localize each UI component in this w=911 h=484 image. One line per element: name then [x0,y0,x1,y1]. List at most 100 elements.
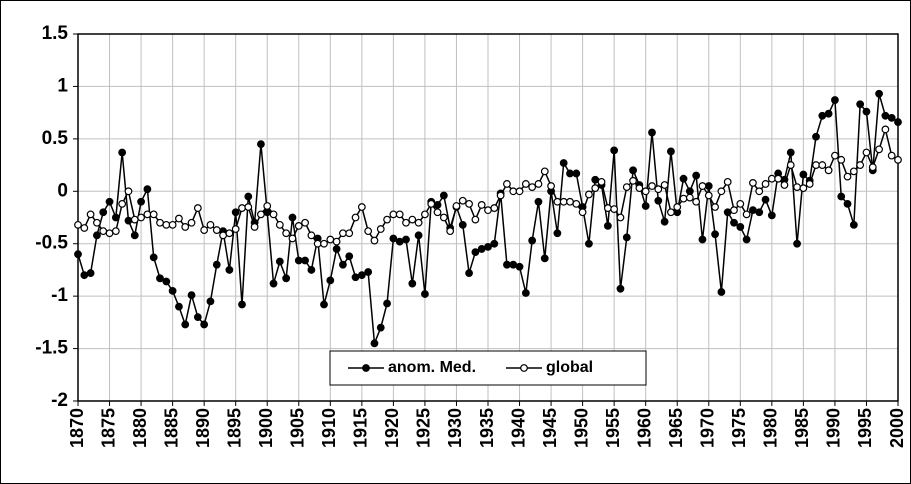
data-point [225,266,234,274]
data-point [837,192,846,201]
data-point [193,204,202,212]
data-point [540,254,549,263]
data-point [332,245,341,253]
data-point [553,197,562,206]
data-point [559,197,568,206]
x-tick-label: 1960 [634,408,654,448]
data-point [692,171,701,180]
x-tick-label: 1995 [855,408,875,448]
data-point [181,223,190,231]
data-point [370,236,379,245]
data-point [219,231,227,240]
data-point [111,213,120,222]
data-point [774,174,783,183]
data-point [679,194,688,203]
data-point [288,213,297,222]
x-tick-label: 1930 [445,408,465,448]
data-point [307,266,316,274]
data-point [465,199,473,208]
data-point [402,235,410,244]
data-point [761,195,770,204]
data-point [559,159,568,167]
data-point [490,204,499,212]
data-point [610,205,619,214]
data-point [572,169,581,178]
data-point [301,256,309,265]
data-point [332,237,341,246]
data-point [730,218,738,227]
data-point [868,163,877,172]
data-point [641,202,650,210]
data-point [824,109,833,118]
data-point [572,199,581,208]
data-point [881,125,890,134]
data-point [389,210,398,219]
data-point [610,146,619,155]
data-point [452,202,461,210]
x-tick-label: 1950 [571,408,591,448]
data-point [654,185,663,194]
data-point [805,180,814,188]
data-point [862,107,871,116]
data-point [603,221,612,230]
data-point [843,172,852,181]
plot-border [77,33,899,402]
data-point [667,147,675,156]
data-point [320,239,328,248]
data-point [238,204,246,212]
data-point [149,253,158,262]
data-point [433,201,442,209]
data-point [875,89,883,98]
data-point [118,199,127,208]
legend-marker [362,364,370,372]
data-point [74,220,82,229]
data-point [477,201,486,209]
data-point [566,169,574,178]
data-point [187,291,196,299]
data-point [837,155,846,164]
data-point [162,220,171,229]
data-point [458,196,467,205]
data-point [143,210,152,219]
data-point [339,229,347,238]
data-point [711,230,719,239]
data-point [591,184,600,193]
data-point [692,197,701,206]
data-point [156,218,164,227]
data-point [212,260,221,269]
data-point [509,260,518,269]
data-point [364,268,373,276]
data-point [175,302,183,311]
data-point [521,289,530,297]
data-point [187,218,196,227]
data-point [269,279,278,288]
data-point [288,234,297,243]
data-point [515,262,524,271]
data-point [509,187,518,196]
data-point [168,220,177,229]
data-point [711,203,719,211]
data-point [824,166,833,175]
data-point [421,290,429,298]
data-point [263,208,272,217]
data-point [370,339,379,348]
data-point [351,213,360,222]
x-tick-label: 1945 [540,408,560,448]
data-point [578,208,587,217]
data-point [313,239,322,248]
data-point [345,229,354,238]
data-point [137,197,145,206]
data-point [80,271,89,280]
data-point [458,220,467,229]
data-point [439,191,448,200]
data-point [875,145,883,154]
data-point [616,284,625,293]
data-point [534,180,543,188]
data-point [528,183,537,191]
data-point [345,252,354,261]
data-point [730,206,738,215]
data-point [585,239,593,248]
data-point [654,196,663,205]
data-point [427,199,436,208]
